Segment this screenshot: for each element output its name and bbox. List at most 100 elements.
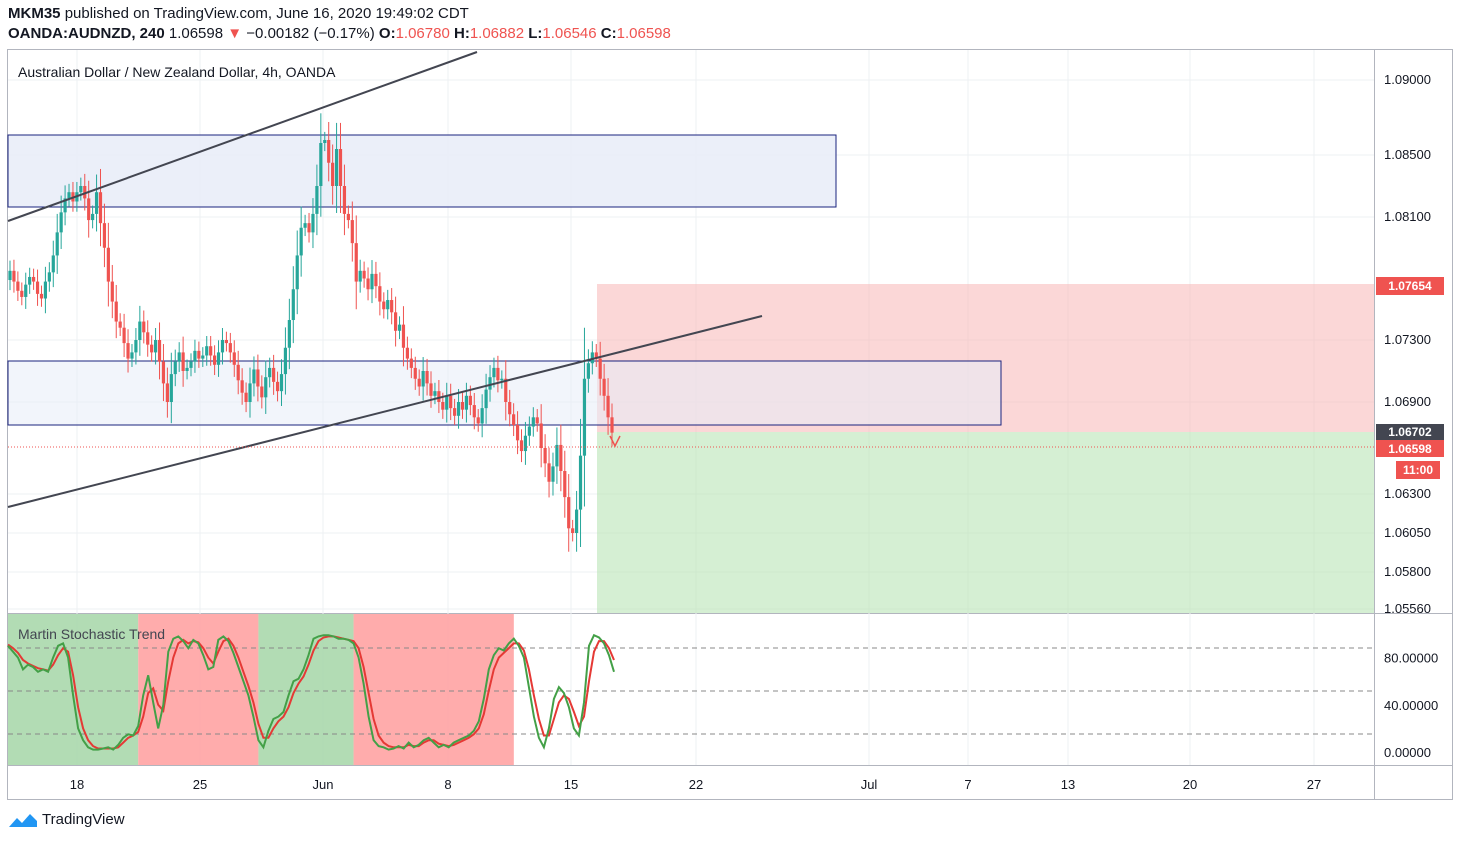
candle-body	[279, 374, 284, 392]
candle-body	[150, 344, 154, 353]
price-tick-label: 1.06300	[1384, 486, 1431, 501]
candle-body	[610, 417, 614, 433]
candle-body	[12, 270, 16, 282]
candle-body	[504, 378, 508, 402]
candle-body	[142, 321, 146, 333]
candle-body	[338, 149, 343, 186]
candle-body	[295, 255, 299, 290]
stoch-tick-label: 80.00000	[1384, 651, 1438, 666]
author-name[interactable]: MKM35	[8, 5, 61, 22]
candle-body	[291, 289, 295, 321]
candle-body	[441, 402, 445, 410]
candle-body	[523, 435, 528, 452]
candle-body	[110, 281, 114, 302]
low-value: 1.06546	[542, 25, 597, 42]
candle-body	[130, 352, 134, 359]
candle-body	[500, 378, 504, 381]
candle-body	[358, 270, 362, 282]
candle-body	[578, 455, 583, 510]
candle-body	[417, 378, 421, 387]
candle-body	[327, 140, 331, 163]
candle-body	[453, 408, 457, 416]
candle-body	[272, 367, 276, 382]
stoch-tick-label: 40.00000	[1384, 698, 1438, 713]
candle-body	[342, 186, 347, 214]
price-tick-label: 1.08100	[1384, 209, 1431, 224]
candle-body	[118, 321, 122, 328]
candle-body	[236, 364, 240, 381]
candle-body	[445, 395, 449, 410]
candle-body	[220, 340, 225, 353]
candle-body	[429, 383, 433, 396]
candle-body	[252, 369, 256, 384]
candle-body	[334, 149, 339, 186]
candle-body	[43, 281, 48, 299]
close-value: 1.06598	[616, 25, 671, 42]
symbol-label[interactable]: OANDA:AUDNZD, 240	[8, 25, 165, 42]
candle-body	[303, 223, 307, 228]
time-tick-label: 13	[1061, 777, 1075, 792]
candle-body	[531, 417, 535, 427]
chart-title: Australian Dollar / New Zealand Dollar, …	[18, 64, 336, 80]
candle-body	[169, 374, 173, 402]
tradingview-brand[interactable]: TradingView	[8, 811, 125, 828]
upper-trend-line[interactable]	[7, 51, 478, 222]
time-tick-label: Jun	[313, 777, 334, 792]
lower-trend-line[interactable]	[7, 315, 763, 508]
take-profit-area[interactable]	[597, 432, 1374, 613]
candle-body	[157, 340, 162, 362]
indicator-title: Martin Stochastic Trend	[18, 626, 165, 642]
stoch-k-line	[7, 633, 615, 751]
candle-body	[606, 395, 610, 418]
candle-body	[331, 162, 335, 186]
price-change: −0.00182 (−0.17%)	[246, 25, 375, 42]
candle-body	[555, 444, 559, 467]
candle-body	[106, 247, 110, 282]
candle-body	[488, 377, 492, 390]
candle-body	[468, 395, 472, 406]
candle-body	[527, 426, 531, 436]
candle-body	[319, 143, 323, 186]
down-arrow-icon: ▼	[227, 25, 243, 42]
candle-body	[134, 340, 138, 353]
close-label: C:	[600, 25, 617, 42]
candle-body	[35, 281, 40, 294]
candle-body	[362, 270, 366, 279]
candle-body	[146, 332, 150, 345]
candle-body	[114, 301, 118, 322]
candle-body	[382, 301, 386, 310]
time-axis-ticks: 18 25 Jun 8 15 22 Jul 7 13 20 27	[70, 777, 1321, 792]
candle-body	[307, 223, 311, 233]
time-tick-label: 22	[689, 777, 703, 792]
candle-body	[193, 350, 197, 362]
candle-body	[138, 321, 142, 340]
candle-body	[51, 255, 55, 273]
ohlc-header: OANDA:AUDNZD, 240 1.06598 ▼ −0.00182 (−0…	[8, 25, 671, 42]
candle-body	[590, 352, 594, 364]
candle-body	[201, 355, 205, 359]
candle-body	[244, 392, 248, 402]
countdown-badge	[1396, 461, 1440, 479]
publish-header: MKM35 published on TradingView.com, June…	[8, 5, 469, 22]
candle-body	[47, 272, 51, 282]
candle-body	[28, 276, 32, 285]
last-price: 1.06598	[168, 25, 224, 42]
candle-body	[571, 528, 575, 533]
price-tick-label: 1.07300	[1384, 332, 1431, 347]
publish-info: published on TradingView.com, June 16, 2…	[64, 5, 469, 22]
candlestick-series	[8, 113, 614, 552]
candle-body	[413, 367, 417, 379]
candle-body	[582, 378, 587, 456]
candle-body	[586, 363, 590, 379]
candle-body	[102, 223, 107, 248]
candle-body	[87, 198, 91, 221]
candle-body	[283, 347, 288, 375]
candle-body	[216, 352, 221, 365]
candle-body	[248, 383, 252, 402]
open-label: O:	[378, 25, 396, 42]
brand-name: TradingView	[42, 811, 125, 828]
candle-body	[480, 408, 484, 424]
candle-body	[543, 448, 547, 464]
resistance-zone[interactable]	[7, 134, 837, 208]
